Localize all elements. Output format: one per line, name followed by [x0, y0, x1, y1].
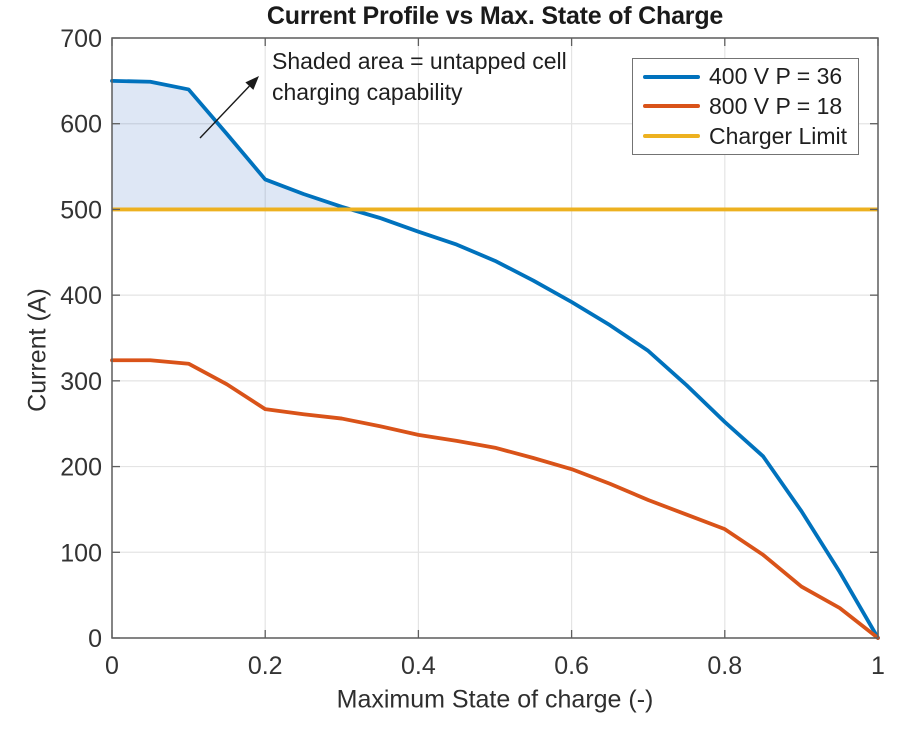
series-line-800v — [110, 358, 880, 640]
x-tick-label: 0.2 — [248, 652, 283, 680]
y-tick-label: 300 — [60, 368, 102, 396]
y-tick-label: 500 — [60, 196, 102, 224]
legend-label-400v: 400 V P = 36 — [709, 63, 843, 90]
legend-line-swatch-400v — [643, 74, 700, 79]
axes-frame — [111, 37, 879, 639]
annotation-line-1: Shaded area = untapped cell — [272, 48, 567, 74]
x-tick-label: 0.6 — [554, 652, 589, 680]
x-tick-label: 0.4 — [401, 652, 436, 680]
legend-line-swatch-charger-limit — [643, 134, 700, 139]
legend-label-charger-limit: Charger Limit — [709, 122, 848, 149]
annotation-arrow-head — [245, 76, 259, 90]
y-tick-label: 600 — [60, 111, 102, 139]
x-tick-label: 0 — [105, 652, 119, 680]
legend-item-charger-limit: Charger Limit — [643, 123, 858, 150]
legend-line-swatch-800v — [643, 104, 700, 109]
legend-item-400v: 400 V P = 36 — [643, 63, 858, 90]
legend-item-800v: 800 V P = 18 — [643, 93, 858, 120]
y-tick-label: 700 — [60, 25, 102, 53]
y-tick-label: 200 — [60, 454, 102, 482]
x-tick-label: 0.8 — [707, 652, 742, 680]
y-axis-label: Current (A) — [23, 288, 52, 412]
chart-title: Current Profile vs Max. State of Charge — [266, 2, 724, 30]
shaded-area — [112, 80, 351, 210]
x-axis-label: Maximum State of charge (-) — [336, 685, 654, 714]
annotation-text: Shaded area = untapped cell charging cap… — [272, 46, 567, 108]
series-line-400v — [110, 78, 880, 640]
y-tick-label: 400 — [60, 282, 102, 310]
legend-label-800v: 800 V P = 18 — [709, 92, 843, 119]
annotation-arrow-shaft — [199, 85, 250, 139]
x-tick-label: 1 — [871, 652, 885, 680]
annotation-line-2: charging capability — [272, 79, 463, 105]
legend: 400 V P = 36 800 V P = 18 Charger Limit — [632, 58, 859, 155]
y-tick-label: 100 — [60, 539, 102, 567]
y-tick-label: 0 — [88, 625, 102, 653]
